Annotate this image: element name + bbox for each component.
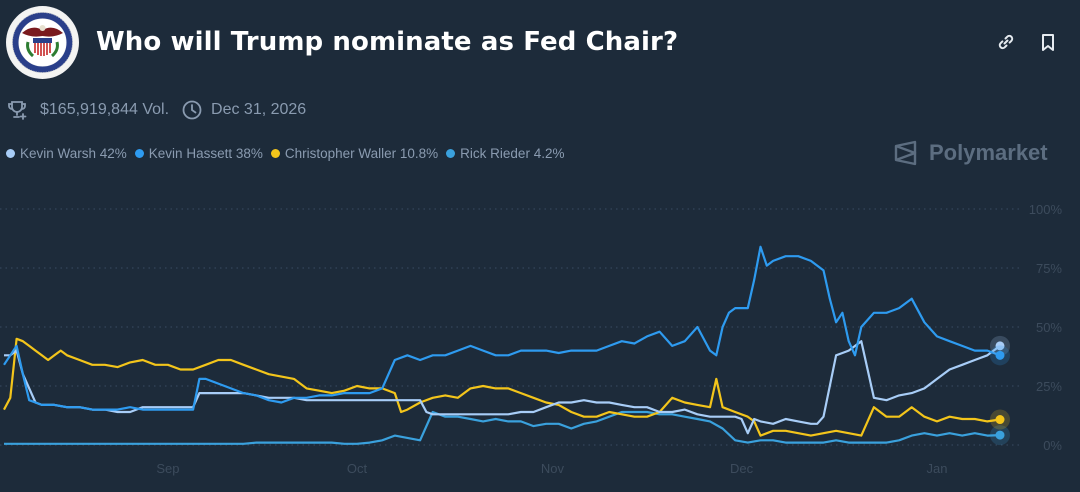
page-title: Who will Trump nominate as Fed Chair?	[96, 27, 679, 57]
legend-label-rieder: Rick Rieder 4.2%	[460, 146, 565, 161]
legend-dot-waller	[270, 149, 280, 158]
chart-legend: Kevin Warsh 42% Kevin Hassett 38% Christ…	[6, 146, 572, 161]
endpoint-dot[interactable]	[995, 341, 1005, 351]
y-tick-label: 0%	[1043, 438, 1062, 453]
legend-label-warsh: Kevin Warsh 42%	[20, 146, 127, 161]
legend-dot-hassett	[134, 149, 144, 158]
federal-reserve-seal-logo	[6, 6, 79, 79]
endpoint-dot[interactable]	[995, 350, 1005, 360]
legend-item-hassett[interactable]: Kevin Hassett 38%	[134, 146, 263, 161]
link-icon[interactable]	[996, 32, 1016, 52]
legend-item-waller[interactable]: Christopher Waller 10.8%	[270, 146, 439, 161]
end-date-text: Dec 31, 2026	[211, 101, 307, 118]
y-tick-label: 100%	[1029, 202, 1063, 217]
endpoint-dot[interactable]	[995, 430, 1005, 440]
series-line-kevin-warsh[interactable]	[4, 340, 1001, 435]
volume-stat: $165,919,844 Vol.	[6, 99, 169, 121]
endpoint-dot[interactable]	[995, 415, 1005, 425]
clock-icon	[181, 99, 203, 121]
legend-item-rieder[interactable]: Rick Rieder 4.2%	[446, 146, 564, 161]
x-tick-label: Sep	[156, 461, 179, 476]
y-tick-label: 25%	[1036, 379, 1062, 394]
legend-dot-rieder	[446, 149, 456, 158]
y-tick-label: 50%	[1036, 320, 1062, 335]
series-line-christopher-waller[interactable]	[3, 337, 1001, 437]
y-tick-label: 75%	[1036, 261, 1062, 276]
x-tick-label: Jan	[926, 461, 947, 476]
legend-label-hassett: Kevin Hassett 38%	[148, 146, 263, 161]
brand-name: Polymarket	[929, 140, 1048, 165]
x-tick-label: Oct	[347, 461, 368, 476]
volume-text: $165,919,844 Vol.	[40, 101, 170, 118]
series-line-kevin-hassett[interactable]	[3, 245, 1001, 411]
legend-item-warsh[interactable]: Kevin Warsh 42%	[6, 146, 127, 161]
x-tick-label: Nov	[541, 461, 565, 476]
price-history-chart[interactable]: 100% 75% 50% 25% 0% Sep Oct Nov Dec Jan	[0, 195, 1080, 492]
series-line-rick-rieder[interactable]	[4, 410, 1001, 445]
polymarket-logo-icon	[894, 140, 917, 166]
trophy-icon	[6, 99, 28, 121]
legend-label-waller: Christopher Waller 10.8%	[284, 146, 439, 161]
end-date-stat: Dec 31, 2026	[181, 99, 306, 121]
bookmark-icon[interactable]	[1038, 32, 1058, 52]
legend-dot-warsh	[6, 149, 15, 158]
x-tick-label: Dec	[730, 461, 754, 476]
polymarket-brand: Polymarket	[893, 140, 1048, 166]
